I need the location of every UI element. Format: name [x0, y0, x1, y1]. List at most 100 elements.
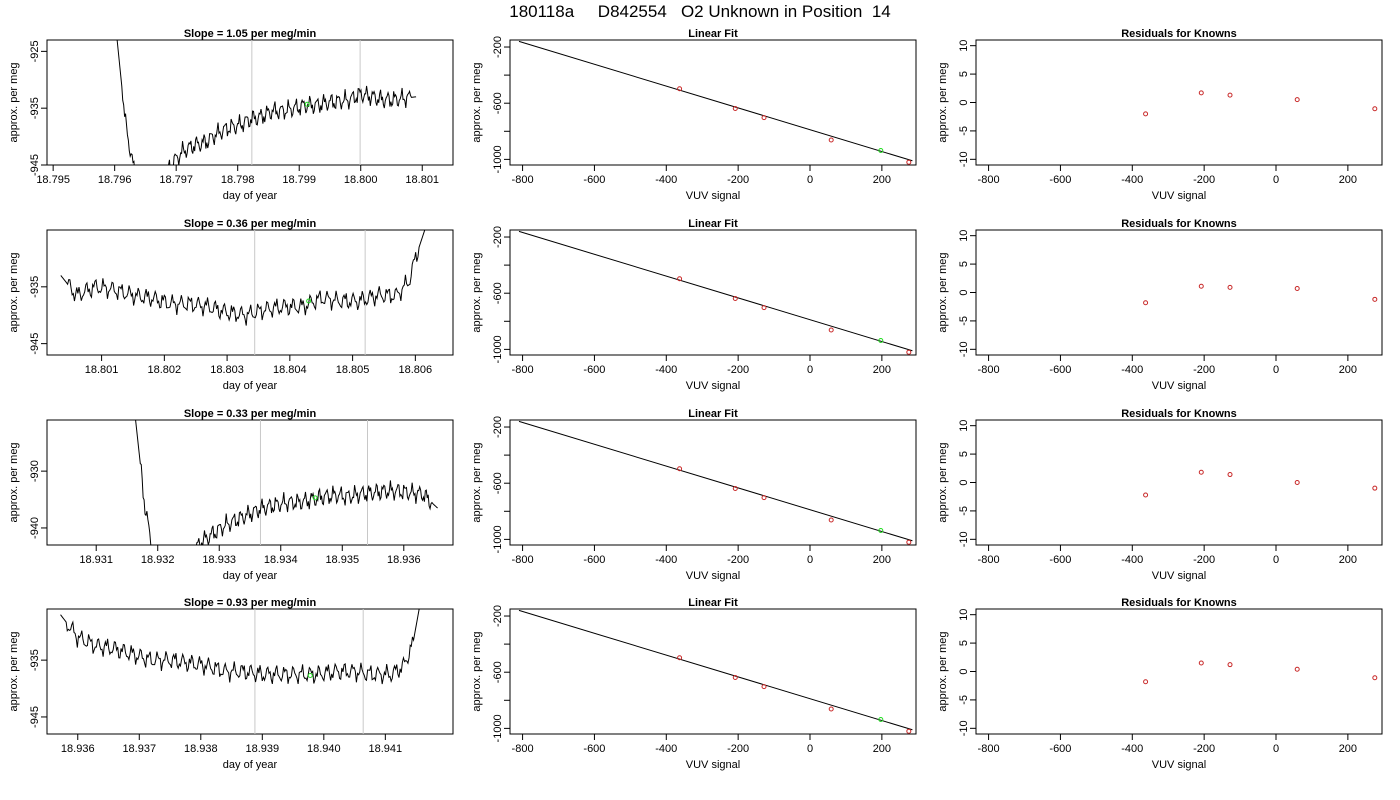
- y-tick-label: -200: [492, 416, 504, 438]
- x-tick-label: 18.797: [159, 174, 193, 186]
- residuals-panel: Residuals for Knowns -800 -600 -400 -200 0 200…: [937, 408, 1383, 582]
- y-tick-label: 5: [958, 451, 970, 457]
- y-tick-label: -925: [29, 40, 41, 62]
- timeseries-panel: Slope = 1.05 per meg/min 18.795 18.796 18.7…: [8, 28, 454, 202]
- y-tick-label: 5: [958, 640, 970, 646]
- y-tick-label: -1000: [492, 145, 504, 173]
- residual-point: [1198, 283, 1204, 289]
- y-tick-label: -1000: [492, 714, 504, 742]
- known-point: [732, 296, 738, 302]
- x-tick-label: 18.803: [210, 364, 244, 376]
- known-point: [761, 305, 767, 311]
- known-point: [732, 486, 738, 492]
- y-axis-label: approx. per meg: [937, 631, 949, 711]
- residual-point: [1143, 679, 1149, 685]
- x-tick-label: -200: [1193, 174, 1215, 186]
- y-axis-label: approx. per meg: [471, 62, 483, 142]
- x-tick-label: 0: [1273, 743, 1279, 755]
- known-point: [828, 137, 834, 143]
- x-axis-label: day of year: [223, 570, 278, 582]
- x-axis-label: VUV signal: [1152, 190, 1206, 202]
- x-tick-label: -600: [1049, 174, 1071, 186]
- panel-title: Residuals for Knowns: [1121, 218, 1237, 230]
- x-axis-label: VUV signal: [686, 570, 740, 582]
- y-tick-label: -935: [29, 276, 41, 298]
- x-tick-label: -200: [727, 364, 749, 376]
- plot-frame: [509, 608, 917, 735]
- residual-point: [1372, 485, 1378, 491]
- known-point: [677, 276, 683, 282]
- y-tick-label: -1000: [492, 525, 504, 553]
- x-tick-label: -400: [1121, 174, 1143, 186]
- plot-frame: [975, 229, 1383, 356]
- residual-point: [1198, 660, 1204, 666]
- residual-point: [1227, 284, 1233, 290]
- residuals-panel: Residuals for Knowns -800 -600 -400 -200 0 200…: [937, 218, 1383, 392]
- unknown-marker: [304, 101, 310, 107]
- x-tick-label: 0: [807, 364, 813, 376]
- plot-area: [60, 609, 420, 734]
- x-tick-label: 200: [873, 554, 891, 566]
- x-tick-label: 0: [1273, 554, 1279, 566]
- known-point: [906, 539, 912, 545]
- panel-title: Slope = 0.93 per meg/min: [184, 597, 317, 609]
- x-tick-label: 18.935: [325, 554, 359, 566]
- y-tick-label: -930: [29, 460, 41, 482]
- panel-title: Linear Fit: [688, 218, 738, 230]
- residual-point: [1294, 97, 1300, 103]
- x-tick-label: 18.936: [61, 743, 95, 755]
- known-point: [677, 655, 683, 661]
- y-tick-label: 0: [958, 479, 970, 485]
- x-tick-label: 0: [1273, 174, 1279, 186]
- x-tick-label: 18.795: [36, 174, 70, 186]
- known-point: [732, 106, 738, 112]
- panel-title: Linear Fit: [688, 597, 738, 609]
- x-tick-label: -600: [1049, 743, 1071, 755]
- y-tick-label: 5: [958, 261, 970, 267]
- x-tick-label: 200: [1339, 364, 1357, 376]
- x-tick-label: 18.798: [221, 174, 255, 186]
- plot-frame: [46, 229, 454, 356]
- y-tick-label: -5: [958, 506, 970, 516]
- panel-title: Residuals for Knowns: [1121, 28, 1237, 40]
- unknown-point: [878, 528, 884, 534]
- y-tick-label: -1000: [492, 335, 504, 363]
- residuals-panel: Residuals for Knowns -800 -600 -400 -200 0 200…: [937, 597, 1383, 771]
- residual-point: [1372, 106, 1378, 112]
- x-tick-label: -800: [978, 174, 1000, 186]
- x-tick-label: -400: [1121, 743, 1143, 755]
- linear-fit-panel: Linear Fit -800 -600 -400 -200 0 200 -200 -600 -1…: [471, 597, 917, 771]
- y-tick-label: -600: [492, 282, 504, 304]
- unknown-marker: [306, 298, 312, 304]
- x-tick-label: 18.799: [282, 174, 316, 186]
- x-tick-label: -800: [512, 554, 534, 566]
- known-point: [677, 466, 683, 472]
- x-tick-label: 200: [873, 743, 891, 755]
- fit-line: [518, 609, 913, 731]
- y-tick-label: -10: [958, 720, 970, 736]
- residual-point: [1294, 666, 1300, 672]
- x-tick-label: 0: [807, 174, 813, 186]
- data-series-line: [60, 230, 426, 326]
- panel-title: Slope = 1.05 per meg/min: [184, 28, 317, 40]
- linear-fit-panel: Linear Fit -800 -600 -400 -200 0 200 -200 -600 -1…: [471, 28, 917, 202]
- plot-frame: [509, 39, 917, 166]
- x-tick-label: -800: [512, 364, 534, 376]
- residual-point: [1198, 90, 1204, 96]
- x-axis-label: VUV signal: [1152, 380, 1206, 392]
- y-axis-label: approx. per meg: [471, 631, 483, 711]
- y-axis-label: approx. per meg: [937, 252, 949, 332]
- y-tick-label: -5: [958, 316, 970, 326]
- x-axis-label: day of year: [223, 759, 278, 771]
- y-tick-label: -10: [958, 531, 970, 547]
- y-tick-label: 5: [958, 71, 970, 77]
- plot-frame: [46, 39, 454, 166]
- plot-area: [1143, 283, 1378, 306]
- x-tick-label: -800: [978, 364, 1000, 376]
- x-axis-label: VUV signal: [1152, 759, 1206, 771]
- x-tick-label: 18.801: [85, 364, 119, 376]
- known-point: [906, 349, 912, 355]
- x-tick-label: -800: [978, 554, 1000, 566]
- x-tick-label: 18.796: [98, 174, 132, 186]
- residual-point: [1372, 675, 1378, 681]
